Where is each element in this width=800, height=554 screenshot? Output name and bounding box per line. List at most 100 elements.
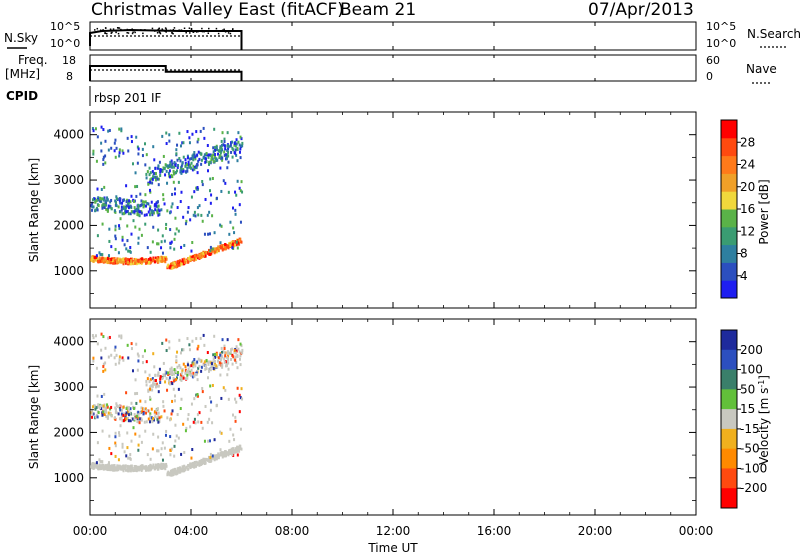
- velocity-cell: [223, 344, 226, 348]
- power-cell: [201, 219, 204, 223]
- velocity-cell: [113, 464, 116, 468]
- velocity-cell: [225, 450, 228, 454]
- velocity-cell: [124, 412, 127, 416]
- velocity-cell: [155, 408, 158, 412]
- power-cell: [235, 193, 238, 197]
- power-cell: [176, 206, 179, 210]
- velocity-cell: [156, 418, 159, 422]
- velocity-cell: [94, 334, 97, 338]
- power-cell: [125, 210, 128, 214]
- velocity-cell: [212, 360, 215, 364]
- power-cell: [104, 258, 107, 262]
- power-cell: [145, 172, 148, 176]
- power-cell: [114, 237, 117, 241]
- velocity-cell: [196, 360, 199, 364]
- velocity-cell: [138, 421, 141, 425]
- power-cell: [203, 153, 206, 157]
- power-cell: [113, 261, 116, 265]
- power-cell: [161, 234, 164, 238]
- velocity-cell: [106, 416, 109, 420]
- power-cell: [175, 171, 178, 175]
- velocity-cell: [139, 466, 142, 470]
- nsky-point: [97, 30, 99, 33]
- power-cell: [207, 153, 210, 157]
- power-cell: [141, 200, 144, 204]
- power-cell: [168, 133, 171, 137]
- velocity-cell: [96, 466, 99, 470]
- nsky-point: [94, 29, 96, 31]
- power-cell: [156, 177, 159, 181]
- plot-title: Christmas Valley East (fitACF): [91, 0, 344, 20]
- velocity-cell: [98, 458, 101, 462]
- power-colorbar-label: Power [dB]: [757, 179, 771, 244]
- velocity-cell: [135, 414, 138, 418]
- power-cell: [115, 195, 118, 199]
- nsky-point: [215, 27, 218, 30]
- power-cell: [169, 262, 172, 266]
- velocity-cell: [121, 419, 124, 423]
- power-cell: [96, 198, 99, 202]
- velocity-cell: [162, 404, 165, 408]
- velocity-cell: [182, 362, 185, 366]
- power-cell: [188, 256, 191, 260]
- velocity-cell: [141, 354, 144, 358]
- power-cell: [100, 149, 103, 153]
- velocity-cell: [194, 464, 197, 468]
- power-cell: [164, 226, 167, 230]
- velocity-cell: [205, 358, 208, 362]
- velocity-cell: [210, 400, 213, 404]
- power-cell: [96, 234, 99, 238]
- velocity-cell: [91, 415, 94, 419]
- power-cell: [237, 140, 240, 144]
- colorbar-tick-label: 50: [740, 382, 755, 396]
- power-cell: [122, 151, 125, 155]
- nsky-point: [172, 28, 175, 31]
- power-cell: [199, 129, 202, 133]
- power-cell: [172, 169, 175, 173]
- nsky-point: [231, 28, 234, 31]
- velocity-cell: [101, 466, 104, 470]
- power-cell: [179, 159, 182, 163]
- velocity-cell: [119, 424, 122, 428]
- power-cell: [144, 142, 147, 146]
- velocity-cell: [177, 387, 180, 391]
- power-cell: [99, 252, 102, 256]
- power-cell: [183, 262, 186, 266]
- power-cell: [222, 143, 225, 147]
- velocity-cell: [202, 363, 205, 367]
- velocity-cell: [118, 361, 121, 365]
- velocity-cell: [130, 439, 133, 443]
- velocity-cell: [159, 375, 162, 379]
- power-cell: [186, 156, 189, 160]
- velocity-cell: [224, 452, 227, 456]
- power-panel-frame: [89, 111, 697, 309]
- velocity-cell: [149, 457, 152, 461]
- power-cell: [171, 266, 174, 270]
- velocity-cell: [235, 345, 238, 349]
- power-cell: [119, 201, 122, 205]
- power-cell: [152, 225, 155, 229]
- power-cell: [146, 202, 149, 206]
- velocity-cell: [121, 408, 124, 412]
- velocity-cell: [141, 410, 144, 414]
- power-cell: [185, 163, 188, 167]
- power-cell: [140, 211, 143, 215]
- power-cell: [207, 232, 210, 236]
- velocity-cell: [238, 393, 241, 397]
- velocity-cell: [213, 360, 216, 364]
- nsky-point: [144, 29, 146, 31]
- power-cell: [149, 178, 152, 182]
- velocity-cell: [170, 447, 173, 451]
- velocity-cell: [230, 348, 233, 352]
- x-tick-label: 00:00: [73, 524, 108, 538]
- velocity-cell: [104, 408, 107, 412]
- velocity-cell: [104, 368, 107, 372]
- velocity-cell: [157, 390, 160, 394]
- nsky-point: [229, 32, 232, 35]
- power-cell: [130, 210, 133, 214]
- velocity-cell: [149, 378, 152, 382]
- nsky-point: [180, 29, 183, 31]
- velocity-cell: [91, 412, 94, 416]
- power-cell: [149, 190, 152, 194]
- x-tick-label: 00:00: [679, 524, 714, 538]
